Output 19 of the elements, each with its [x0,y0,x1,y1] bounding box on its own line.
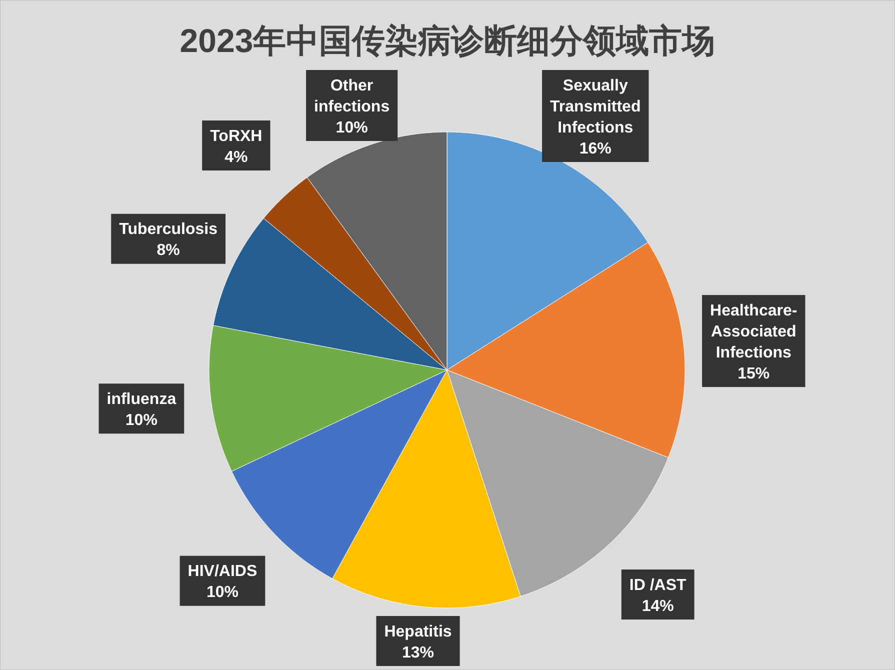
slice-label: Healthcare-Associated Infections [710,302,798,362]
slice-label: HIV/AIDS [188,563,258,580]
slice-label: Sexually Transmitted Infections [550,77,641,136]
data-label: 10% [336,119,368,136]
data-label: 14% [642,598,674,615]
data-label: 15% [738,365,770,382]
slice-label: Hepatitis [384,623,452,640]
slice-label: Other infections [314,77,390,116]
data-label: 4% [224,148,248,166]
slice-label: ID /AST [629,576,687,594]
data-label: 8% [156,242,180,260]
data-label: 10% [125,412,158,429]
slice-label: influenza [106,390,176,408]
data-label: 10% [206,584,238,602]
slice-label: Tuberculosis [119,221,218,238]
data-label: 13% [402,644,434,662]
data-label: 16% [579,140,612,158]
slice-label: ToRXH [210,128,262,145]
title: 2023年中国传染病诊断细分领域市场 [180,22,716,59]
